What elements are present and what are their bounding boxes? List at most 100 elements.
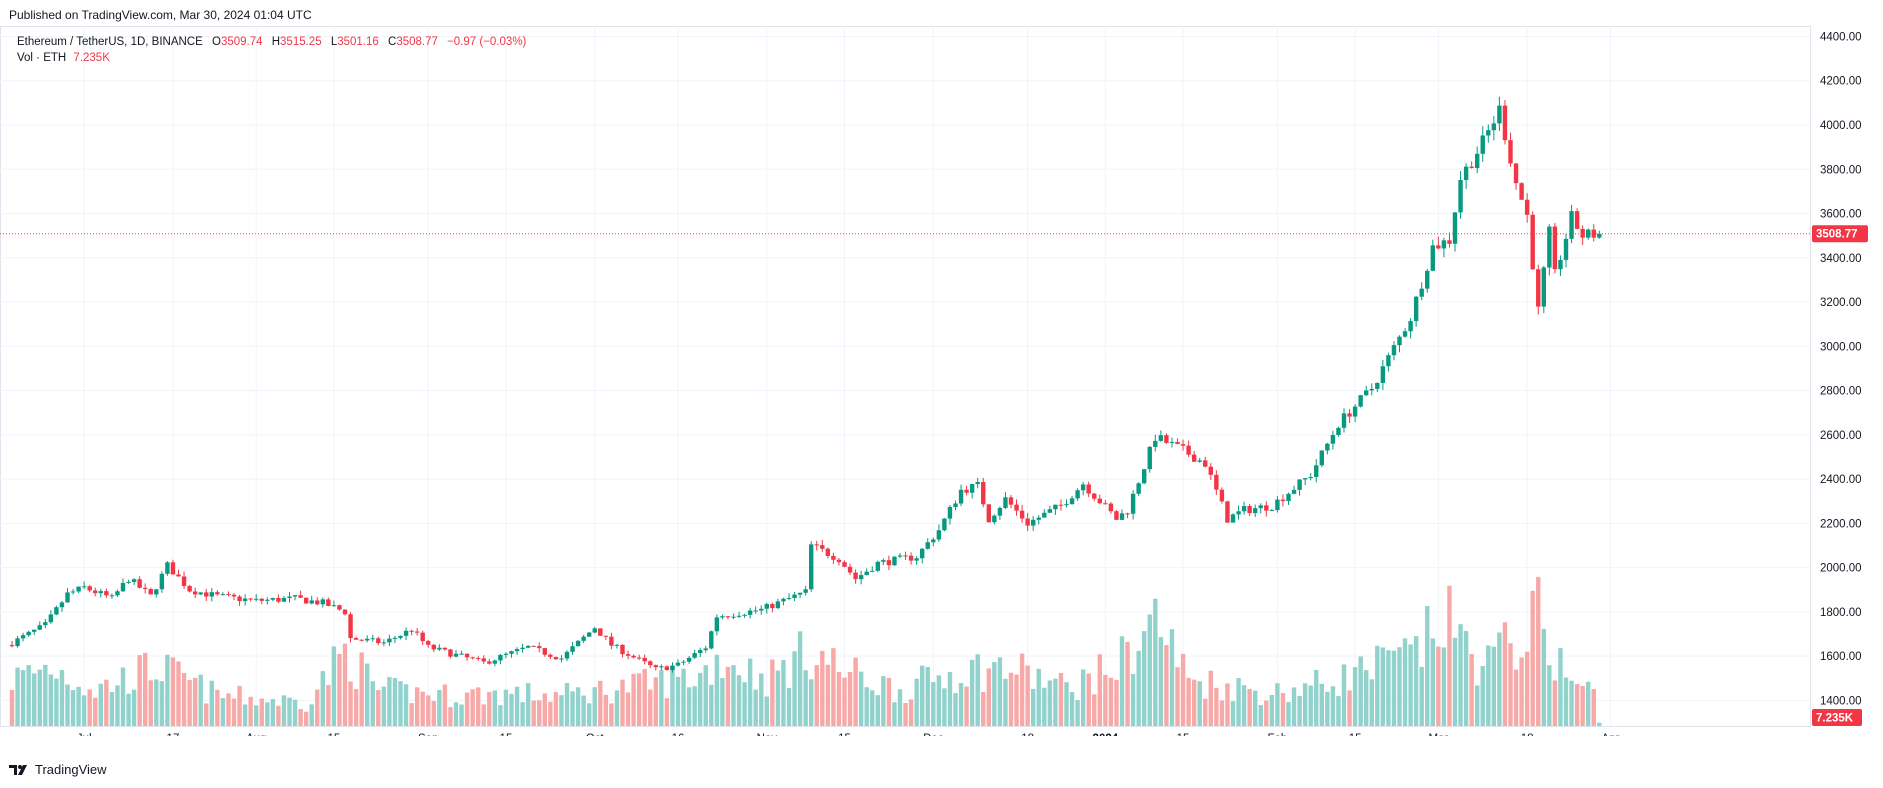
candle-body bbox=[648, 661, 653, 666]
candle-body bbox=[548, 654, 553, 657]
candlesticks bbox=[9, 96, 1602, 673]
volume-bar bbox=[303, 711, 309, 726]
candle-body bbox=[1214, 474, 1219, 490]
volume-bar bbox=[1469, 654, 1474, 726]
volume-bar bbox=[503, 689, 509, 726]
candle-body bbox=[953, 503, 958, 508]
candle-body bbox=[698, 650, 703, 654]
volume-bar bbox=[498, 705, 503, 726]
volume-bar bbox=[1036, 668, 1041, 726]
candle-body bbox=[331, 605, 337, 607]
volume-bar bbox=[675, 676, 681, 726]
volume-bar bbox=[1591, 689, 1596, 726]
chart-pane-border bbox=[0, 26, 1811, 727]
candle-body bbox=[1125, 513, 1130, 515]
volume-bar bbox=[1253, 690, 1258, 726]
candle-body bbox=[1130, 493, 1136, 514]
volume-bar bbox=[1364, 670, 1369, 726]
volume-bar bbox=[1025, 665, 1030, 726]
volume-bar bbox=[376, 690, 381, 726]
volume-bar bbox=[1475, 685, 1480, 726]
candle-body bbox=[942, 518, 947, 531]
candle-body bbox=[453, 653, 459, 657]
candle-body bbox=[1008, 497, 1014, 505]
volume-bar bbox=[809, 679, 814, 726]
volume-bar bbox=[525, 683, 531, 726]
tradingview-logo-icon bbox=[9, 764, 27, 775]
volume-bar bbox=[220, 698, 226, 726]
candle-body bbox=[254, 598, 259, 600]
y-tick-label: 1600.00 bbox=[1820, 651, 1862, 663]
y-tick-label: 2200.00 bbox=[1820, 518, 1862, 530]
volume-bar bbox=[1230, 701, 1236, 726]
volume-bar bbox=[1191, 679, 1197, 726]
volume-bar bbox=[464, 692, 470, 726]
candle-body bbox=[958, 489, 964, 504]
volume-bar bbox=[1119, 636, 1125, 726]
x-tick-label: Dec bbox=[923, 733, 944, 736]
volume-bar bbox=[1436, 646, 1441, 726]
volume-bar bbox=[1558, 647, 1563, 726]
volume-bar bbox=[287, 697, 292, 726]
volume-bar bbox=[26, 665, 31, 726]
price-axis[interactable]: 1400.00 1600.00 1800.00 2000.00 2200.00 2400.… bbox=[1820, 31, 1862, 707]
candle-body bbox=[1286, 493, 1291, 502]
legend-high-value: 3515.25 bbox=[280, 36, 322, 48]
volume-bar bbox=[476, 687, 481, 726]
candle-body bbox=[376, 638, 381, 644]
volume-bar bbox=[1547, 665, 1552, 726]
eth-usdt-chart[interactable]: 1400.00 1600.00 1800.00 2000.00 2200.00 2400.… bbox=[0, 26, 1883, 736]
volume-bar bbox=[1430, 638, 1435, 726]
volume-bar bbox=[254, 705, 259, 726]
candle-body bbox=[81, 586, 87, 588]
candle-body bbox=[298, 595, 303, 598]
candle-body bbox=[170, 562, 176, 575]
candle-body bbox=[1069, 498, 1075, 505]
candle-body bbox=[775, 601, 781, 609]
candle-body bbox=[670, 665, 675, 670]
volume-bar bbox=[1386, 650, 1391, 726]
volume-bar bbox=[842, 677, 847, 726]
candle-body bbox=[653, 665, 658, 668]
volume-bar bbox=[770, 659, 775, 726]
candle-body bbox=[270, 597, 276, 600]
volume-bar bbox=[1314, 669, 1319, 726]
candle-body bbox=[1119, 513, 1125, 520]
volume-bar bbox=[659, 670, 664, 726]
candle-body bbox=[986, 504, 991, 523]
volume-bar bbox=[165, 654, 170, 726]
candle-body bbox=[242, 598, 248, 602]
candle-body bbox=[1419, 288, 1424, 297]
volume-bar bbox=[353, 688, 359, 726]
volume-bar bbox=[276, 705, 281, 726]
candle-body bbox=[1563, 238, 1569, 260]
candle-body bbox=[1547, 226, 1552, 268]
volume-bar bbox=[542, 693, 547, 726]
time-axis[interactable]: Jul 17 Aug 15 Sep 15 Oct 16 Nov 15 Dec 18 2024 15 Feb 1… bbox=[77, 733, 1620, 736]
volume-bar bbox=[270, 699, 276, 726]
volume-bar bbox=[1291, 687, 1297, 726]
candle-body bbox=[1447, 240, 1452, 244]
candle-body bbox=[292, 595, 298, 597]
volume-bar bbox=[1080, 669, 1086, 726]
candle-body bbox=[159, 573, 165, 590]
footer-brand[interactable]: TradingView bbox=[9, 762, 107, 777]
volume-bar bbox=[1352, 667, 1358, 726]
candle-body bbox=[786, 597, 792, 599]
volume-bar bbox=[1180, 653, 1186, 726]
volume-bar bbox=[187, 680, 192, 726]
candle-body bbox=[43, 622, 48, 626]
candle-body bbox=[1436, 245, 1441, 249]
volume-bar bbox=[759, 673, 764, 726]
candle-body bbox=[348, 614, 353, 639]
volume-bar bbox=[1114, 679, 1119, 726]
volume-bar bbox=[648, 689, 653, 726]
volume-bar bbox=[1225, 683, 1230, 726]
candle-body bbox=[248, 598, 253, 600]
candle-body bbox=[675, 662, 681, 666]
x-tick-label: Nov bbox=[757, 733, 778, 736]
volume-bar bbox=[1541, 628, 1546, 726]
candle-body bbox=[1080, 484, 1086, 491]
volume-bar bbox=[1203, 698, 1208, 726]
candle-body bbox=[564, 651, 570, 659]
